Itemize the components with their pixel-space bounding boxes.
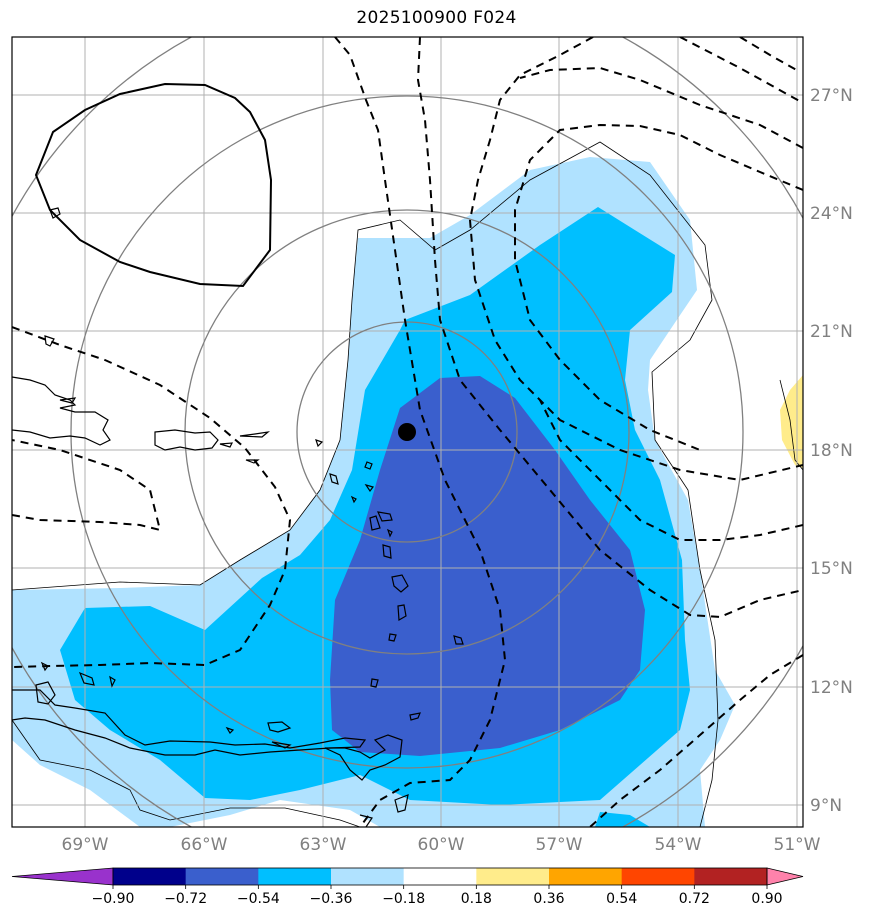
colorbar-tick-label: −0.72 <box>164 891 207 907</box>
colorbar-extend-low <box>11 867 114 886</box>
map-title: 2025100900 F024 <box>356 8 517 28</box>
colorbar-extend-high <box>766 867 804 886</box>
colorbar-tick-label: 0.36 <box>533 891 564 907</box>
lat-label: 15°N <box>810 559 853 579</box>
lat-label: 21°N <box>810 322 853 342</box>
map-body <box>12 37 803 827</box>
lon-label: 54°W <box>655 835 702 855</box>
colorbar-segment <box>258 868 332 885</box>
colorbar-segment <box>476 868 550 885</box>
coastlines <box>12 207 464 827</box>
colorbar-segment <box>549 868 623 885</box>
lat-label: 12°N <box>810 678 853 698</box>
colorbar-segment <box>331 868 405 885</box>
colorbar-tick-label: 0.18 <box>461 891 492 907</box>
colorbar-segment <box>113 868 187 885</box>
lon-label: 60°W <box>418 835 465 855</box>
colorbar: −0.90 −0.72 −0.54 −0.36 −0.18 0.18 0.36 0.54 0.7… <box>11 867 804 907</box>
colorbar-tick-label: −0.90 <box>92 891 135 907</box>
region-outline <box>12 719 361 827</box>
colorbar-segment <box>185 868 259 885</box>
colorbar-tick-label: 0.72 <box>679 891 710 907</box>
lon-label: 57°W <box>536 835 583 855</box>
lat-label: 18°N <box>810 441 853 461</box>
colorbar-segment <box>694 868 768 885</box>
lon-label: 69°W <box>62 835 109 855</box>
colorbar-outline <box>112 867 768 886</box>
colorbar-tick-label: 0.90 <box>751 891 782 907</box>
colorbar-tick-label: −0.54 <box>237 891 280 907</box>
lon-label: 66°W <box>181 835 228 855</box>
lon-label: 51°W <box>774 835 821 855</box>
lat-label: 24°N <box>810 204 853 224</box>
positive-height-contour <box>34 82 273 288</box>
lon-labels: 69°W 66°W 63°W 60°W 57°W 54°W 51°W <box>62 835 821 855</box>
lat-labels: 27°N 24°N 21°N 18°N 15°N 12°N 9°N <box>810 86 853 816</box>
lon-label: 63°W <box>300 835 347 855</box>
colorbar-tick-label: −0.18 <box>382 891 425 907</box>
colorbar-segment <box>621 868 695 885</box>
negative-height-contours <box>12 37 803 827</box>
graticule <box>12 37 803 827</box>
colorbar-segment <box>403 868 477 885</box>
colorbar-tick-label: 0.54 <box>606 891 637 907</box>
anomaly-royal-blue-region <box>330 376 645 756</box>
region-outline <box>12 141 719 827</box>
anomaly-sky-blue-patch <box>595 812 650 827</box>
lat-label: 27°N <box>810 86 853 106</box>
colorbar-tick-label: −0.36 <box>310 891 353 907</box>
map-frame <box>11 36 804 828</box>
lat-label: 9°N <box>810 796 842 816</box>
storm-center-marker <box>398 423 416 441</box>
